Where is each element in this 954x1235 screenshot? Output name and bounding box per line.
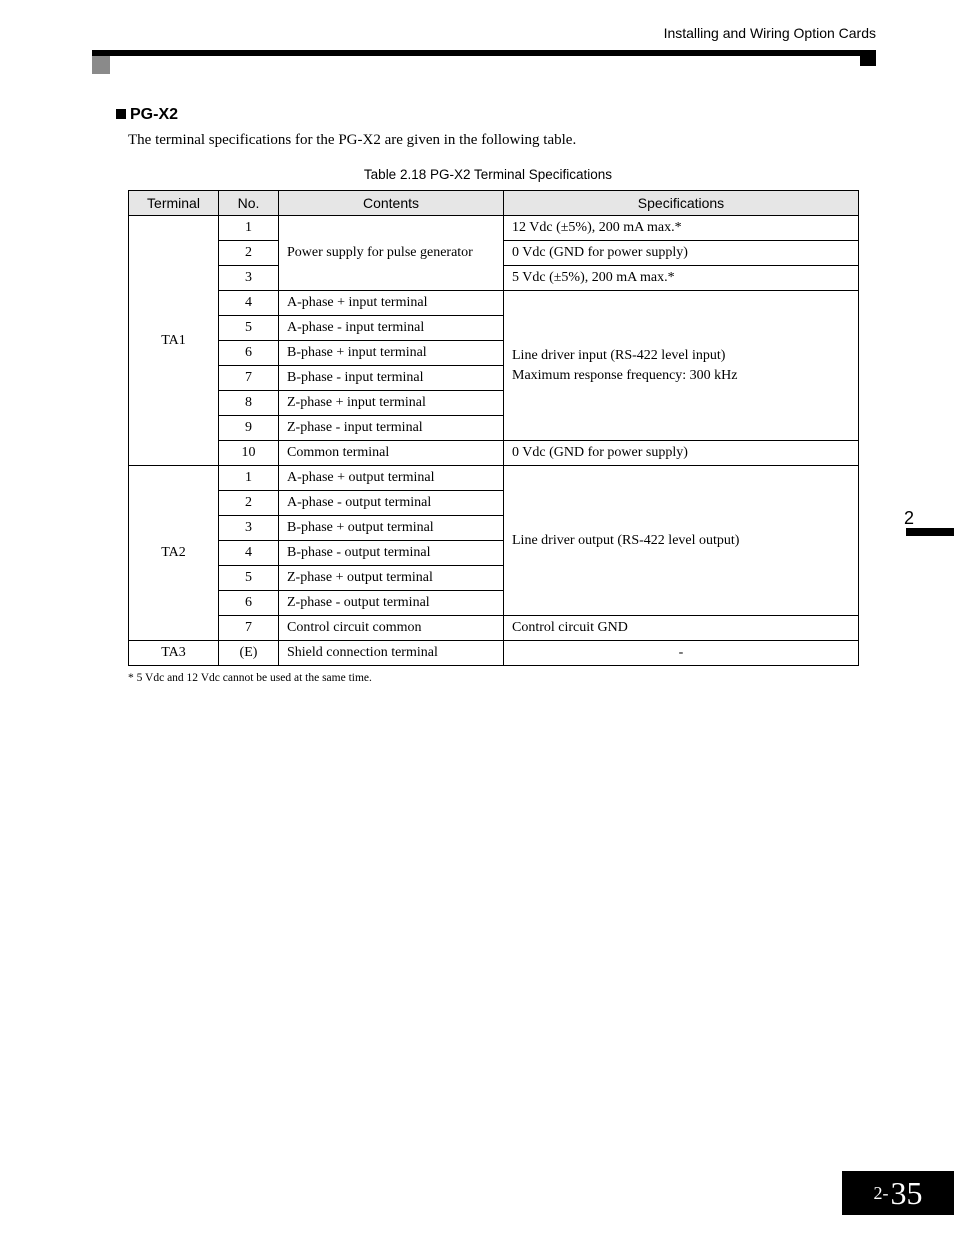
table-header-row: Terminal No. Contents Specifications — [129, 191, 859, 216]
cell-contents: B-phase + output terminal — [279, 516, 504, 541]
header-gray-tab — [92, 56, 110, 74]
cell-contents: A-phase - input terminal — [279, 316, 504, 341]
cell-contents: B-phase - input terminal — [279, 366, 504, 391]
cell-spec: Line driver output (RS-422 level output) — [504, 466, 859, 616]
side-tab-number: 2 — [904, 508, 914, 529]
cell-spec: - — [504, 641, 859, 666]
section-title: PG-X2 — [116, 106, 860, 124]
side-tab-bar — [906, 528, 954, 536]
cell-no: 6 — [219, 591, 279, 616]
cell-contents: B-phase + input terminal — [279, 341, 504, 366]
page-number: 35 — [891, 1175, 923, 1212]
section-intro: The terminal specifications for the PG-X… — [128, 132, 860, 149]
cell-terminal: TA3 — [129, 641, 219, 666]
table-row: 7 Control circuit common Control circuit… — [129, 616, 859, 641]
table-row: TA3 (E) Shield connection terminal - — [129, 641, 859, 666]
cell-no: 3 — [219, 516, 279, 541]
cell-contents: Shield connection terminal — [279, 641, 504, 666]
square-bullet-icon — [116, 109, 126, 119]
cell-no: 4 — [219, 541, 279, 566]
page-number-prefix: 2- — [874, 1183, 889, 1204]
cell-no: 1 — [219, 466, 279, 491]
cell-spec: 5 Vdc (±5%), 200 mA max.* — [504, 266, 859, 291]
cell-contents: A-phase - output terminal — [279, 491, 504, 516]
col-header-contents: Contents — [279, 191, 504, 216]
spec-line-2: Maximum response frequency: 300 kHz — [512, 366, 850, 386]
cell-no: 7 — [219, 616, 279, 641]
cell-no: 4 — [219, 291, 279, 316]
cell-spec: 0 Vdc (GND for power supply) — [504, 441, 859, 466]
cell-contents: Z-phase - output terminal — [279, 591, 504, 616]
cell-terminal: TA2 — [129, 466, 219, 641]
cell-contents: Control circuit common — [279, 616, 504, 641]
cell-contents: Z-phase + output terminal — [279, 566, 504, 591]
page-content: PG-X2 The terminal specifications for th… — [116, 100, 860, 684]
cell-no: 2 — [219, 491, 279, 516]
spec-line-1: Line driver input (RS-422 level input) — [512, 346, 850, 366]
col-header-specifications: Specifications — [504, 191, 859, 216]
cell-no: 1 — [219, 216, 279, 241]
cell-contents: Power supply for pulse generator — [279, 216, 504, 291]
cell-no: 6 — [219, 341, 279, 366]
page-number-box: 2-35 — [842, 1171, 954, 1215]
table-footnote: * 5 Vdc and 12 Vdc cannot be used at the… — [128, 672, 860, 684]
spec-table: Terminal No. Contents Specifications TA1… — [128, 190, 859, 666]
cell-no: 7 — [219, 366, 279, 391]
cell-contents: Common terminal — [279, 441, 504, 466]
cell-contents: A-phase + output terminal — [279, 466, 504, 491]
cell-spec: Control circuit GND — [504, 616, 859, 641]
table-row: 10 Common terminal 0 Vdc (GND for power … — [129, 441, 859, 466]
cell-no: 3 — [219, 266, 279, 291]
cell-contents: B-phase - output terminal — [279, 541, 504, 566]
section-title-text: PG-X2 — [130, 106, 178, 123]
cell-contents: A-phase + input terminal — [279, 291, 504, 316]
cell-no: 2 — [219, 241, 279, 266]
cell-no: 10 — [219, 441, 279, 466]
cell-no: (E) — [219, 641, 279, 666]
cell-no: 5 — [219, 316, 279, 341]
col-header-no: No. — [219, 191, 279, 216]
header-rule — [92, 50, 860, 56]
cell-terminal: TA1 — [129, 216, 219, 466]
cell-contents: Z-phase + input terminal — [279, 391, 504, 416]
header-rule-endcap — [860, 50, 876, 66]
cell-spec: 0 Vdc (GND for power supply) — [504, 241, 859, 266]
table-row: TA1 1 Power supply for pulse generator 1… — [129, 216, 859, 241]
cell-no: 9 — [219, 416, 279, 441]
cell-no: 5 — [219, 566, 279, 591]
running-header: Installing and Wiring Option Cards — [664, 25, 876, 41]
cell-spec: Line driver input (RS-422 level input) M… — [504, 291, 859, 441]
table-row: 4 A-phase + input terminal Line driver i… — [129, 291, 859, 316]
table-row: TA2 1 A-phase + output terminal Line dri… — [129, 466, 859, 491]
cell-spec: 12 Vdc (±5%), 200 mA max.* — [504, 216, 859, 241]
cell-no: 8 — [219, 391, 279, 416]
cell-contents: Z-phase - input terminal — [279, 416, 504, 441]
table-caption: Table 2.18 PG-X2 Terminal Specifications — [116, 167, 860, 182]
col-header-terminal: Terminal — [129, 191, 219, 216]
